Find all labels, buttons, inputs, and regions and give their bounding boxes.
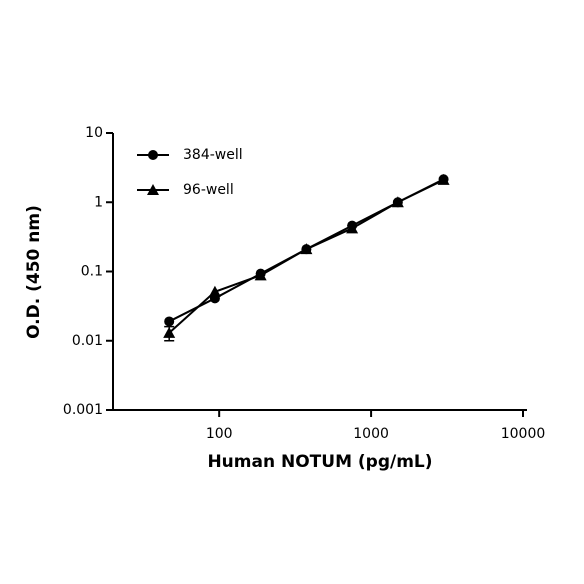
x-tick-label: 1000 [353,426,389,442]
x-tick-label: 10000 [501,426,546,442]
y-tick-label: 0.1 [81,264,103,280]
marker [391,196,404,208]
marker [164,316,175,327]
marker [254,269,267,281]
marker [437,173,450,185]
marker [147,184,159,195]
marker [300,243,313,255]
marker [148,150,158,160]
legend-label: 384-well [183,147,243,163]
y-axis-label: O.D. (450 nm) [24,205,44,339]
marker [208,285,221,297]
y-tick-label: 0.001 [63,402,103,418]
y-tick-label: 0.01 [72,333,103,349]
x-tick-label: 100 [206,426,233,442]
y-tick-label: 1 [94,194,103,210]
y-tick-label: 10 [85,125,103,141]
marker [163,326,176,338]
x-axis-label: Human NOTUM (pg/mL) [207,452,432,472]
legend-label: 96-well [183,182,234,198]
marker [346,222,359,234]
